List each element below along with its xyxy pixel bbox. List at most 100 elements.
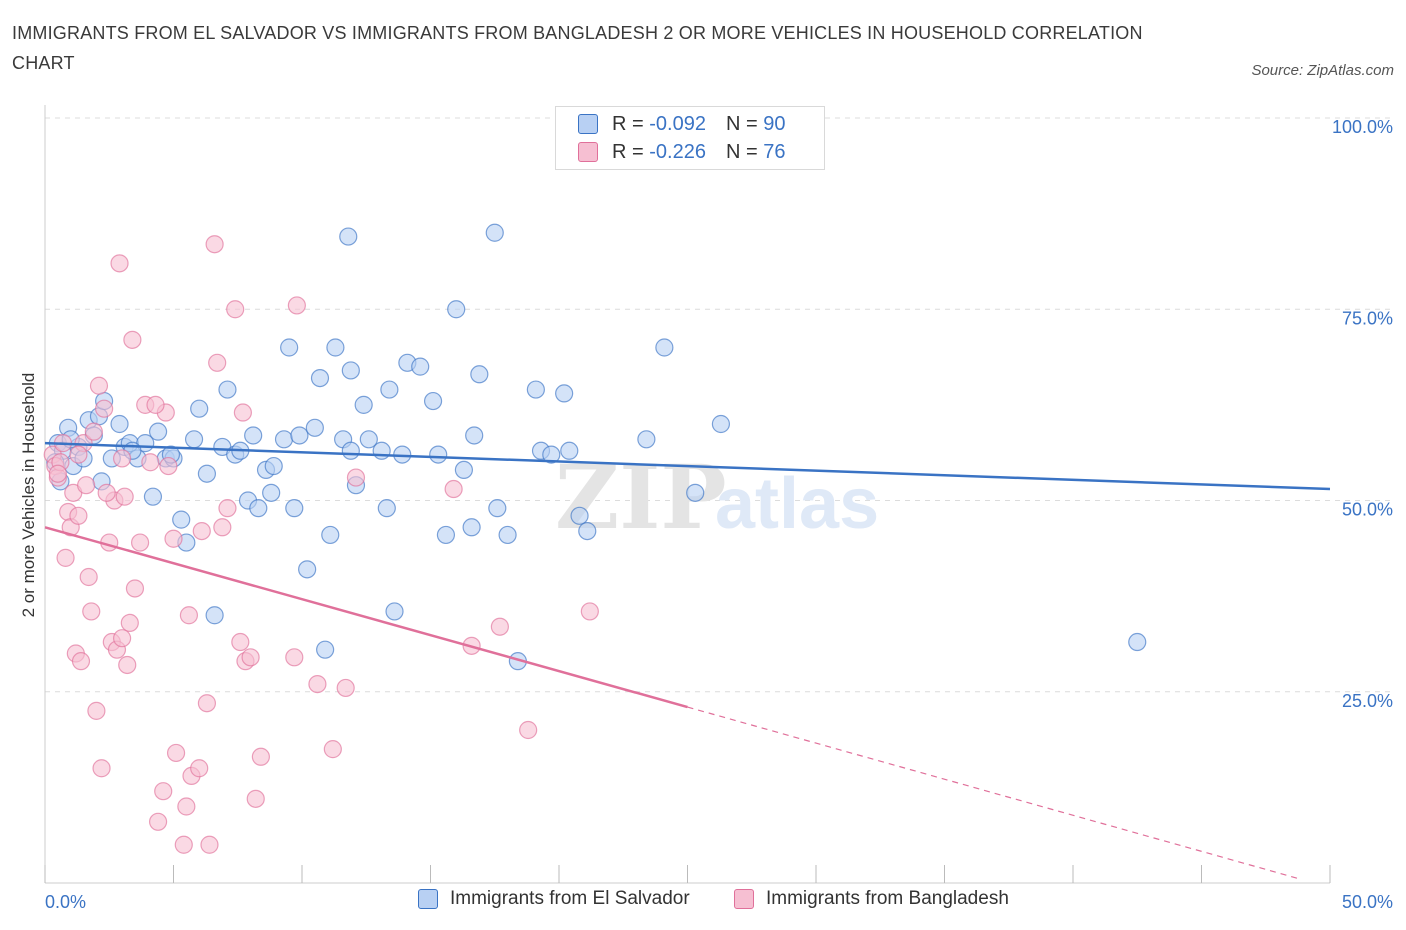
el-salvador-point xyxy=(262,483,281,502)
bangladesh-point xyxy=(69,445,88,464)
bangladesh-point xyxy=(92,759,111,778)
el-salvador-point xyxy=(436,525,456,545)
bangladesh-point xyxy=(89,376,109,395)
el-salvador-point xyxy=(380,380,399,399)
bangladesh-point xyxy=(192,521,211,541)
el-salvador-point xyxy=(339,227,358,246)
bangladesh-point xyxy=(69,506,88,525)
bottom-legend-swatch-pink xyxy=(734,889,754,909)
el-salvador-point xyxy=(285,499,304,518)
legend-swatch-pink xyxy=(578,142,598,162)
el-salvador-point xyxy=(377,499,396,518)
series-bangladesh-points xyxy=(43,235,599,854)
bottom-legend-label: Immigrants from El Salvador xyxy=(450,888,690,909)
bangladesh-point xyxy=(174,835,193,854)
el-salvador-point xyxy=(316,640,335,659)
el-salvador-point xyxy=(686,483,705,502)
bangladesh-point xyxy=(177,797,196,816)
bangladesh-point xyxy=(112,449,132,468)
el-salvador-point xyxy=(310,369,330,388)
x-tick-label: 50.0% xyxy=(1342,892,1393,912)
watermark: ZIP atlas xyxy=(555,445,879,549)
el-salvador-point xyxy=(264,456,283,476)
el-salvador-point xyxy=(244,426,263,445)
el-salvador-point xyxy=(354,395,373,414)
bangladesh-point xyxy=(56,548,75,567)
tick-labels: 25.0% 50.0% 75.0% 100.0% 0.0% 50.0% xyxy=(45,117,1393,912)
axes xyxy=(44,105,1331,884)
el-salvador-point xyxy=(184,430,204,449)
bottom-legend-label: Immigrants from Bangladesh xyxy=(766,888,1009,909)
legend-n-label: N = xyxy=(725,140,758,163)
bangladesh-point xyxy=(141,453,160,472)
bangladesh-point xyxy=(519,720,538,740)
bangladesh-point xyxy=(285,648,304,667)
el-salvador-point xyxy=(411,357,430,376)
chart-title: IMMIGRANTS FROM EL SALVADOR VS IMMIGRANT… xyxy=(12,23,1143,73)
bangladesh-point xyxy=(213,518,232,537)
bangladesh-point xyxy=(197,694,217,713)
el-salvador-point xyxy=(280,338,299,357)
bangladesh-point xyxy=(120,613,139,633)
el-salvador-point xyxy=(498,525,517,545)
bangladesh-point xyxy=(159,456,178,476)
bangladesh-point xyxy=(336,678,355,698)
bangladesh-point xyxy=(112,629,132,648)
bangladesh-point xyxy=(87,701,106,720)
bangladesh-point xyxy=(308,674,327,694)
el-salvador-point xyxy=(485,223,504,242)
y-tick-label: 50.0% xyxy=(1342,500,1393,520)
bangladesh-point xyxy=(323,740,342,759)
bangladesh-point xyxy=(166,743,186,763)
el-salvador-point xyxy=(578,521,597,541)
bangladesh-point xyxy=(115,487,134,506)
el-salvador-point xyxy=(429,445,448,464)
bangladesh-point xyxy=(164,529,183,548)
bangladesh-point xyxy=(190,759,209,778)
source-label: Source: ZipAtlas.com xyxy=(1251,62,1394,79)
el-salvador-point xyxy=(249,499,268,518)
bangladesh-point xyxy=(490,617,509,636)
el-salvador-point xyxy=(190,399,209,418)
trend-line-el-salvador xyxy=(44,441,1331,491)
el-salvador-point xyxy=(570,506,589,525)
bangladesh-point xyxy=(82,602,101,621)
bangladesh-point xyxy=(226,300,245,319)
bangladesh-point xyxy=(125,579,145,598)
bangladesh-point xyxy=(48,464,67,483)
bangladesh-point xyxy=(97,483,116,502)
el-salvador-point xyxy=(341,441,360,460)
el-salvador-point xyxy=(298,560,317,579)
trend-lines xyxy=(44,441,1331,880)
watermark-atlas: atlas xyxy=(715,464,879,544)
bangladesh-point xyxy=(130,533,150,552)
y-tick-label: 25.0% xyxy=(1342,691,1393,711)
el-salvador-point xyxy=(110,414,129,434)
el-salvador-point xyxy=(205,606,224,625)
el-salvador-point xyxy=(542,445,561,464)
el-salvador-point xyxy=(326,338,345,357)
legend-swatch-blue xyxy=(578,114,598,134)
bangladesh-point xyxy=(148,812,168,831)
el-salvador-point xyxy=(462,518,481,537)
bangladesh-point xyxy=(146,395,165,414)
bangladesh-point xyxy=(95,399,114,418)
legend-n-value: 76 xyxy=(763,140,786,163)
el-salvador-point xyxy=(711,414,731,434)
legend-r-value: -0.092 xyxy=(649,112,706,135)
y-axis-label: 2 or more Vehicles in Household xyxy=(19,373,38,618)
el-salvador-point xyxy=(465,426,484,445)
bangladesh-point xyxy=(205,235,224,254)
el-salvador-point xyxy=(423,391,443,411)
legend-n-value: 90 xyxy=(763,112,786,135)
el-salvador-point xyxy=(359,430,378,449)
el-salvador-point xyxy=(1128,632,1147,652)
bottom-legend-swatch-blue xyxy=(418,889,438,909)
el-salvador-point xyxy=(470,365,489,384)
bangladesh-point xyxy=(79,567,98,587)
bangladesh-point xyxy=(123,330,142,349)
el-salvador-point xyxy=(341,361,360,380)
el-salvador-point xyxy=(385,602,404,621)
legend-row-bangladesh: R = -0.226 N = 76 xyxy=(578,138,785,166)
